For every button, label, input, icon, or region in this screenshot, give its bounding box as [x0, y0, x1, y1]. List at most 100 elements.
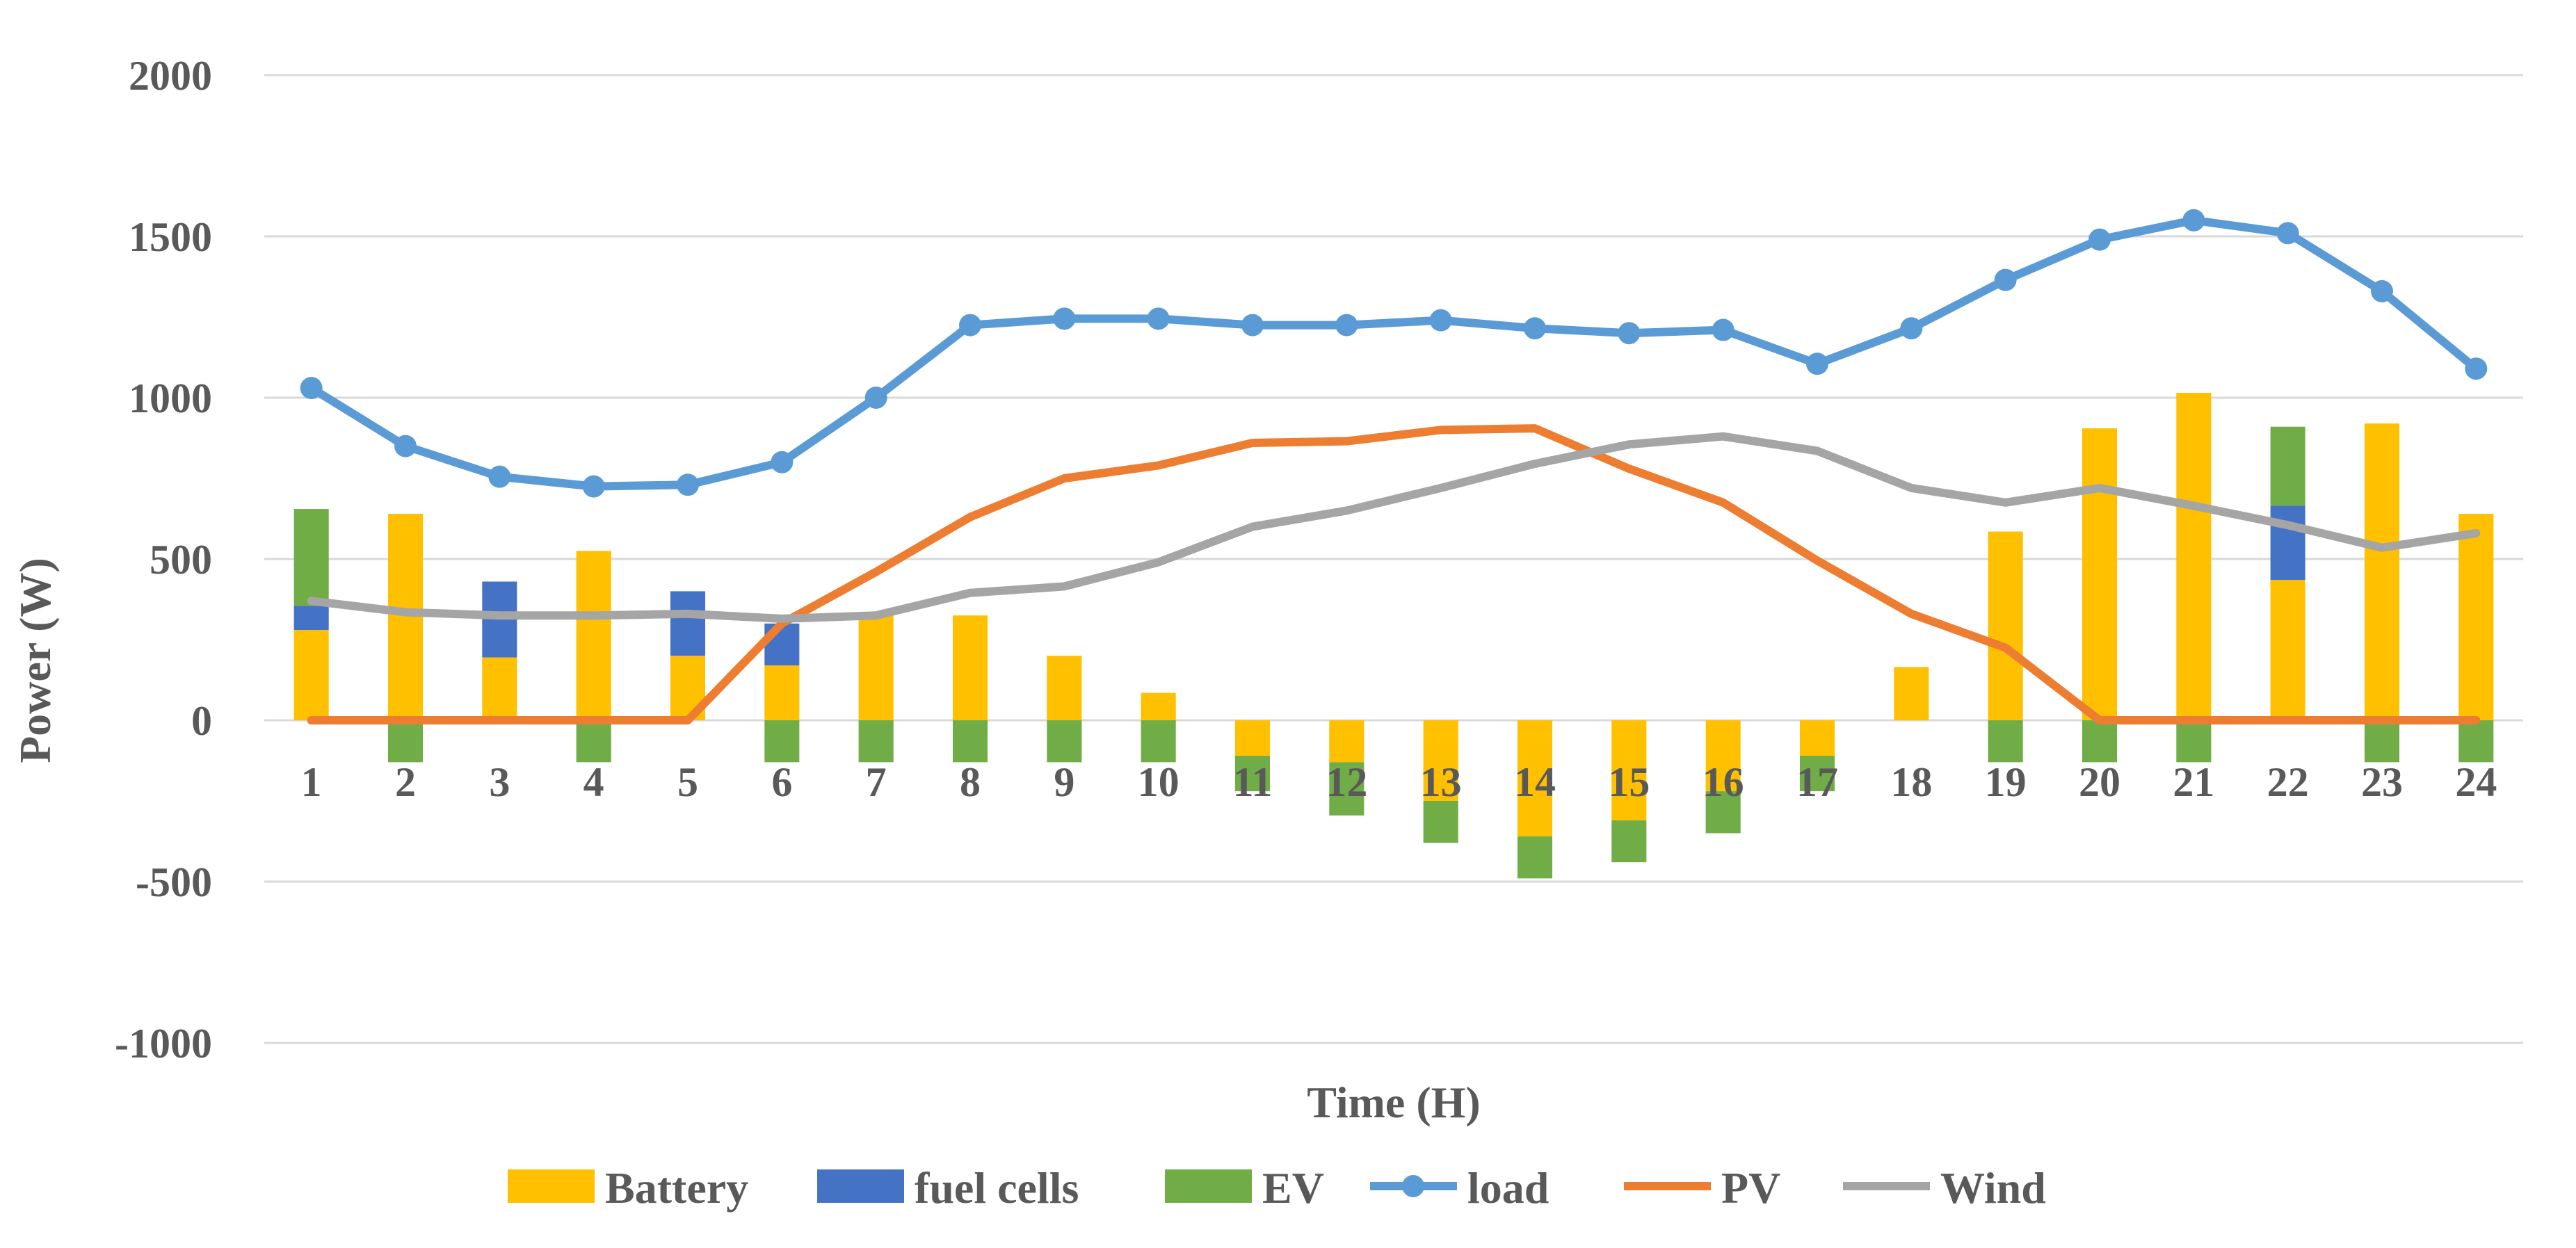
legend-label-battery: Battery — [605, 1163, 748, 1213]
x-tick-label: 1 — [301, 759, 322, 805]
x-tick-label: 23 — [2361, 759, 2403, 805]
bar-fuel-cells-6 — [764, 623, 800, 666]
bar-fuel-cells-22 — [2270, 505, 2305, 581]
point-load-21 — [2182, 209, 2205, 232]
point-load-3 — [488, 465, 511, 488]
point-load-19 — [1994, 268, 2017, 291]
point-load-1 — [300, 377, 323, 400]
bar-ev-14 — [1517, 836, 1553, 879]
x-tick-label: 14 — [1514, 759, 1556, 805]
point-load-15 — [1618, 322, 1641, 345]
bar-battery-7 — [858, 615, 894, 720]
bar-fuel-cells-1 — [293, 606, 329, 631]
bar-ev-20 — [2082, 720, 2118, 763]
bar-battery-20 — [2082, 428, 2118, 720]
bar-ev-2 — [387, 720, 424, 763]
y-tick-label: 1000 — [129, 375, 212, 421]
legend-swatch-fuel-cells — [817, 1169, 904, 1203]
legend-label-load: load — [1467, 1163, 1549, 1213]
y-tick-label: 500 — [150, 537, 212, 583]
bar-ev-7 — [858, 720, 894, 763]
legend-label-pv: PV — [1721, 1163, 1780, 1213]
bar-ev-6 — [764, 720, 800, 763]
legend-label-wind: Wind — [1940, 1163, 2046, 1213]
line-wind — [307, 432, 2481, 623]
bar-battery-22 — [2270, 580, 2305, 720]
x-tick-label: 5 — [677, 759, 698, 805]
x-tick-label: 7 — [866, 759, 887, 805]
bar-battery-10 — [1141, 692, 1176, 720]
x-tick-label: 12 — [1326, 759, 1367, 805]
point-load-17 — [1806, 352, 1828, 375]
bar-battery-16 — [1705, 720, 1741, 792]
point-load-4 — [582, 475, 605, 498]
x-tick-label: 17 — [1796, 759, 1838, 805]
bar-battery-1 — [293, 630, 329, 720]
y-tick-label: -1000 — [115, 1021, 212, 1067]
x-tick-label: 19 — [1985, 759, 2027, 805]
bar-ev-15 — [1611, 820, 1647, 863]
bar-ev-21 — [2176, 720, 2212, 763]
y-axis-title: Power (W) — [10, 558, 60, 763]
point-load-13 — [1429, 309, 1452, 332]
x-tick-label: 10 — [1138, 759, 1180, 805]
bar-ev-8 — [952, 720, 988, 763]
x-tick-label: 20 — [2079, 759, 2120, 805]
bar-ev-10 — [1141, 720, 1176, 763]
x-axis-title: Time (H) — [1307, 1078, 1480, 1127]
bar-battery-13 — [1423, 720, 1458, 801]
x-tick-label: 9 — [1054, 759, 1074, 805]
point-load-24 — [2465, 357, 2488, 380]
lines — [300, 209, 2488, 724]
bar-ev-17 — [1799, 756, 1835, 792]
point-load-11 — [1241, 314, 1264, 337]
line-pv — [307, 424, 2481, 724]
y-tick-label: -500 — [136, 859, 212, 905]
x-tick-label: 3 — [489, 759, 510, 805]
point-load-23 — [2371, 279, 2393, 302]
bar-ev-16 — [1705, 791, 1741, 834]
legend-swatch-ev — [1165, 1169, 1252, 1203]
bar-ev-23 — [2364, 720, 2400, 763]
y-tick-label: 1500 — [129, 214, 212, 260]
point-load-22 — [2276, 222, 2299, 245]
x-tick-label: 11 — [1233, 759, 1273, 805]
x-tick-label: 16 — [1702, 759, 1744, 805]
point-load-8 — [959, 314, 981, 337]
bar-ev-11 — [1234, 756, 1271, 792]
legend-marker-load — [1402, 1175, 1424, 1197]
bar-battery-3 — [482, 657, 517, 720]
bar-battery-4 — [576, 551, 611, 720]
bar-battery-15 — [1611, 720, 1647, 820]
point-load-9 — [1053, 307, 1076, 330]
point-load-14 — [1524, 317, 1546, 340]
bar-battery-14 — [1517, 720, 1553, 837]
bar-battery-21 — [2176, 393, 2212, 720]
legend-label-fuel-cells: fuel cells — [915, 1163, 1079, 1213]
bar-battery-17 — [1799, 720, 1835, 756]
point-load-18 — [1900, 317, 1923, 340]
x-tick-label: 24 — [2455, 759, 2497, 805]
line-load — [307, 216, 2481, 491]
y-tick-label: 0 — [191, 698, 212, 744]
legend-swatch-battery — [508, 1169, 595, 1203]
x-tick-label: 18 — [1890, 759, 1932, 805]
bar-battery-19 — [1988, 531, 2023, 720]
x-tick-label: 2 — [395, 759, 416, 805]
bars — [293, 393, 2494, 879]
x-tick-label: 8 — [960, 759, 981, 805]
bar-battery-23 — [2364, 423, 2400, 720]
bar-ev-1 — [293, 509, 329, 606]
bar-ev-13 — [1423, 801, 1458, 843]
bar-battery-11 — [1234, 720, 1271, 756]
point-load-10 — [1147, 307, 1170, 330]
bar-battery-18 — [1894, 667, 1929, 720]
x-tick-label: 22 — [2267, 759, 2309, 805]
x-tick-label: 6 — [771, 759, 792, 805]
bar-ev-4 — [576, 720, 611, 763]
bar-ev-19 — [1988, 720, 2023, 763]
bar-battery-8 — [952, 615, 988, 720]
bar-ev-9 — [1047, 720, 1082, 763]
